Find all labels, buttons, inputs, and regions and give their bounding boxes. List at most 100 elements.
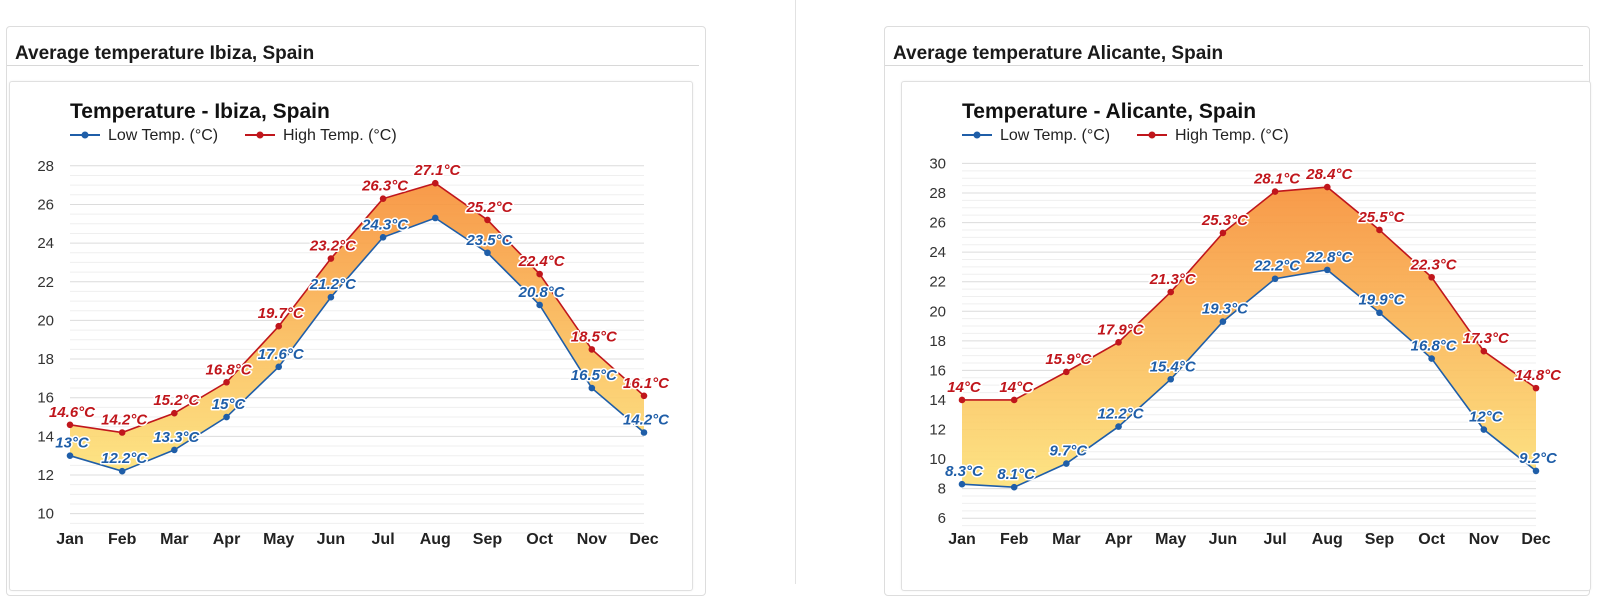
alicante-low-temp-data-label: 12.2°C	[1098, 406, 1145, 423]
ibiza-x-tick-label: Oct	[526, 531, 553, 548]
ibiza-low-temp-point	[118, 467, 126, 475]
ibiza-y-tick-label: 12	[37, 467, 54, 484]
ibiza-x-tick-label: Nov	[577, 531, 607, 548]
ibiza-high-temp-point	[327, 255, 335, 262]
ibiza-low-temp-point	[588, 384, 596, 392]
alicante-low-temp-point	[1010, 483, 1018, 491]
alicante-high-temp-point	[1010, 396, 1018, 404]
alicante-high-temp-data-label: 14.8°C	[1515, 367, 1562, 384]
ibiza-high-temp-point	[66, 421, 74, 429]
ibiza-legend-low-marker	[81, 131, 89, 139]
alicante-temperature-range-area	[962, 187, 1536, 488]
ibiza-low-temp-point	[379, 234, 387, 241]
ibiza-x-tick-label: Jan	[56, 531, 84, 548]
ibiza-high-temp-point	[171, 409, 178, 417]
alicante-panel-heading: Average temperature Alicante, Spain	[893, 43, 1224, 64]
alicante-chart-title: Temperature - Alicante, Spain	[962, 100, 1256, 123]
ibiza-high-temp-data-label: 16.8°C	[206, 361, 253, 378]
alicante-chart-container: Temperature - Alicante, Spain Low Temp. (…	[901, 81, 1591, 591]
ibiza-high-temp-point	[223, 378, 230, 386]
ibiza-x-tick-label: Jul	[372, 531, 395, 548]
ibiza-low-temp-data-label: 24.3°C	[361, 216, 409, 233]
alicante-low-temp-point	[1323, 266, 1331, 274]
alicante-high-temp-line	[962, 186, 1537, 401]
ibiza-y-tick-label: 24	[37, 235, 54, 252]
ibiza-high-temp-data-label: 19.7°C	[258, 305, 305, 322]
alicante-high-temp-data-label: 28.4°C	[1305, 166, 1353, 183]
alicante-legend-high-label: High Temp. (°C)	[1175, 127, 1289, 144]
alicante-low-temp-point	[1480, 426, 1488, 433]
alicante-low-temp-data-label: 8.1°C	[997, 466, 1036, 483]
ibiza-high-temp-data-label: 15.2°C	[153, 392, 200, 409]
alicante-low-temp-data-label: 12°C	[1469, 409, 1504, 426]
ibiza-x-tick-label: Mar	[160, 531, 188, 548]
ibiza-high-temp-point	[275, 322, 283, 330]
alicante-low-temp-data-label: 19.9°C	[1358, 292, 1405, 309]
ibiza-x-tick-label: May	[263, 531, 294, 548]
alicante-x-tick-label: Apr	[1105, 531, 1133, 548]
alicante-x-tick-label: Feb	[1000, 531, 1029, 548]
ibiza-high-temp-data-label: 25.2°C	[465, 199, 513, 216]
alicante-low-temp-point	[1271, 275, 1279, 283]
ibiza-low-temp-data-label: 16.5°C	[571, 367, 618, 384]
alicante-temperature-chart[interactable]: Temperature - Alicante, Spain Low Temp. (…	[902, 82, 1592, 592]
ibiza-temperature-chart[interactable]: Temperature - Ibiza, Spain Low Temp. (°C)…	[10, 82, 694, 592]
ibiza-legend-low-label: Low Temp. (°C)	[108, 127, 218, 144]
ibiza-high-temp-data-label: 23.2°C	[309, 238, 357, 255]
column-divider	[795, 0, 796, 584]
alicante-low-temp-data-label: 19.3°C	[1202, 301, 1249, 318]
alicante-high-temp-point	[1532, 384, 1540, 392]
ibiza-low-temp-point	[66, 452, 74, 459]
ibiza-high-temp-data-label: 14.2°C	[101, 412, 148, 429]
ibiza-x-tick-label: Feb	[108, 531, 137, 548]
ibiza-temperature-panel: Average temperature Ibiza, Spain Tempera…	[6, 26, 706, 596]
alicante-x-tick-label: Jul	[1264, 531, 1287, 548]
alicante-heading-rule	[885, 65, 1583, 66]
ibiza-high-temp-point	[118, 429, 126, 436]
alicante-high-temp-point	[1376, 226, 1383, 234]
alicante-high-temp-data-label: 28.1°C	[1253, 171, 1301, 188]
alicante-low-temp-data-label: 9.7°C	[1050, 443, 1089, 460]
alicante-high-temp-point	[1480, 347, 1488, 355]
alicante-high-temp-data-label: 21.3°C	[1149, 271, 1197, 288]
ibiza-heading-rule	[7, 65, 699, 66]
alicante-high-temp-data-label: 17.3°C	[1463, 330, 1510, 347]
alicante-y-tick-label: 26	[929, 215, 946, 232]
ibiza-legend-high-label: High Temp. (°C)	[283, 127, 397, 144]
ibiza-chart-title: Temperature - Ibiza, Spain	[70, 100, 330, 123]
ibiza-low-temp-data-label: 12.2°C	[101, 450, 148, 467]
alicante-y-tick-label: 14	[929, 392, 946, 409]
alicante-x-tick-label: Jan	[948, 531, 976, 548]
ibiza-y-tick-label: 16	[37, 390, 54, 407]
alicante-y-tick-label: 28	[929, 185, 946, 202]
ibiza-low-temp-point	[223, 413, 230, 421]
alicante-x-tick-label: Dec	[1521, 531, 1550, 548]
ibiza-y-tick-label: 28	[37, 158, 54, 175]
ibiza-low-temp-data-label: 20.8°C	[518, 284, 566, 301]
alicante-high-temp-data-label: 25.5°C	[1357, 209, 1405, 226]
alicante-legend-high-marker	[1148, 131, 1156, 139]
ibiza-temperature-range-area	[70, 183, 644, 472]
ibiza-legend-high-marker	[256, 131, 264, 139]
alicante-x-tick-label: Mar	[1052, 531, 1080, 548]
alicante-high-temp-point	[958, 396, 966, 404]
alicante-low-temp-point	[1219, 318, 1227, 325]
ibiza-x-tick-label: Sep	[473, 531, 503, 548]
ibiza-high-temp-data-label: 26.3°C	[361, 178, 409, 195]
ibiza-low-temp-point	[327, 293, 335, 301]
ibiza-high-temp-point	[536, 270, 543, 278]
ibiza-low-temp-point	[431, 214, 439, 222]
alicante-high-temp-data-label: 15.9°C	[1045, 351, 1092, 368]
ibiza-low-temp-point	[484, 249, 491, 257]
ibiza-high-temp-data-label: 18.5°C	[571, 328, 618, 345]
ibiza-chart-container: Temperature - Ibiza, Spain Low Temp. (°C)…	[9, 81, 693, 591]
alicante-low-temp-point	[958, 480, 966, 488]
alicante-low-temp-data-label: 22.8°C	[1305, 249, 1353, 266]
ibiza-low-temp-data-label: 13.3°C	[153, 429, 200, 446]
ibiza-high-temp-data-label: 14.6°C	[49, 404, 96, 421]
alicante-y-tick-label: 6	[938, 510, 946, 527]
alicante-low-temp-point	[1115, 423, 1122, 430]
ibiza-x-tick-label: Dec	[629, 531, 658, 548]
ibiza-low-temp-point	[171, 446, 178, 454]
alicante-high-temp-point	[1271, 188, 1279, 195]
